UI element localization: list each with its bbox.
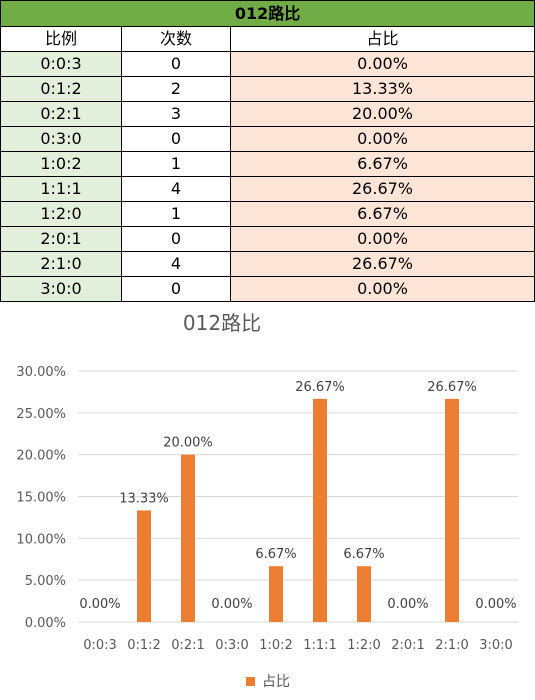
data-label: 0.00% [387, 597, 428, 612]
data-label: 6.67% [343, 547, 384, 562]
cell-pct[interactable]: 0.00% [229, 276, 535, 302]
x-tick-label: 0:1:2 [127, 638, 161, 653]
x-tick-label: 0:2:1 [171, 638, 205, 653]
cell-pct[interactable]: 0.00% [229, 51, 535, 77]
table-row: 0:1:2 2 13.33% [0, 76, 535, 102]
bar[interactable] [181, 454, 195, 622]
x-tick-label: 1:1:1 [303, 638, 337, 653]
y-tick-label: 0.00% [25, 616, 66, 631]
data-label: 26.67% [427, 380, 477, 395]
cell-count[interactable]: 4 [121, 176, 231, 202]
table-row: 1:1:1 4 26.67% [0, 176, 535, 202]
x-tick-label: 2:1:0 [435, 638, 469, 653]
table-row: 1:2:0 1 6.67% [0, 201, 535, 227]
header-count[interactable]: 次数 [121, 26, 231, 52]
y-axis: 0.00% 5.00% 10.00% 15.00% 20.00% 25.00% 30.00% [16, 365, 66, 631]
bar-chart[interactable]: 012路比 0.00% 5.00% 10.00% 15.00% 20.00% 25.00%… [0, 300, 535, 700]
x-tick-label: 0:3:0 [215, 638, 249, 653]
cell-ratio[interactable]: 1:1:1 [0, 176, 122, 202]
legend[interactable]: 占比 [246, 674, 290, 690]
cell-pct[interactable]: 26.67% [229, 251, 535, 277]
data-table: 012路比 比例 次数 占比 0:0:3 0 0.00% 0:1:2 2 13.… [0, 0, 535, 302]
bar[interactable] [445, 398, 459, 622]
cell-count[interactable]: 0 [121, 51, 231, 77]
cell-pct[interactable]: 6.67% [229, 151, 535, 177]
cell-pct[interactable]: 26.67% [229, 176, 535, 202]
x-tick-label: 1:0:2 [259, 638, 293, 653]
cell-count[interactable]: 4 [121, 251, 231, 277]
data-label: 13.33% [119, 491, 169, 506]
cell-ratio[interactable]: 2:1:0 [0, 251, 122, 277]
table-row: 3:0:0 0 0.00% [0, 276, 535, 302]
cell-pct[interactable]: 0.00% [229, 226, 535, 252]
table-row: 0:3:0 0 0.00% [0, 126, 535, 152]
legend-label: 占比 [262, 674, 290, 690]
cell-ratio[interactable]: 1:2:0 [0, 201, 122, 227]
data-label: 20.00% [163, 436, 213, 451]
cell-ratio[interactable]: 0:1:2 [0, 76, 122, 102]
legend-swatch [246, 677, 255, 686]
bars [137, 398, 459, 622]
y-tick-label: 10.00% [16, 532, 66, 547]
table-row: 0:0:3 0 0.00% [0, 51, 535, 77]
cell-pct[interactable]: 0.00% [229, 126, 535, 152]
y-tick-label: 5.00% [25, 574, 66, 589]
cell-ratio[interactable]: 0:0:3 [0, 51, 122, 77]
data-label: 6.67% [255, 547, 296, 562]
grid-lines [78, 370, 518, 623]
table-row: 1:0:2 1 6.67% [0, 151, 535, 177]
x-tick-label: 1:2:0 [347, 638, 381, 653]
cell-count[interactable]: 3 [121, 101, 231, 127]
cell-count[interactable]: 0 [121, 226, 231, 252]
y-tick-label: 30.00% [16, 365, 66, 380]
table-row: 2:0:1 0 0.00% [0, 226, 535, 252]
data-label: 0.00% [79, 597, 120, 612]
cell-ratio[interactable]: 2:0:1 [0, 226, 122, 252]
x-tick-label: 2:0:1 [391, 638, 425, 653]
x-axis: 0:0:3 0:1:2 0:2:1 0:3:0 1:0:2 1:1:1 1:2:0 2:0:1… [83, 638, 513, 653]
x-tick-label: 0:0:3 [83, 638, 117, 653]
bar[interactable] [313, 398, 327, 622]
cell-count[interactable]: 1 [121, 201, 231, 227]
data-label: 0.00% [211, 597, 252, 612]
y-tick-label: 15.00% [16, 491, 66, 506]
cell-count[interactable]: 0 [121, 276, 231, 302]
bar[interactable] [269, 566, 283, 622]
chart-title: 012路比 [183, 311, 261, 335]
data-label: 26.67% [295, 380, 345, 395]
table-title[interactable]: 012路比 [0, 0, 535, 27]
data-labels: 0.00% 13.33% 20.00% 0.00% 6.67% 26.67% 6.67% 0.… [79, 380, 516, 612]
cell-ratio[interactable]: 1:0:2 [0, 151, 122, 177]
cell-pct[interactable]: 13.33% [229, 76, 535, 102]
bar[interactable] [357, 566, 371, 622]
data-label: 0.00% [475, 597, 516, 612]
cell-count[interactable]: 1 [121, 151, 231, 177]
cell-pct[interactable]: 20.00% [229, 101, 535, 127]
bar[interactable] [137, 510, 151, 622]
cell-ratio[interactable]: 0:3:0 [0, 126, 122, 152]
cell-ratio[interactable]: 0:2:1 [0, 101, 122, 127]
cell-count[interactable]: 0 [121, 126, 231, 152]
cell-ratio[interactable]: 3:0:0 [0, 276, 122, 302]
cell-count[interactable]: 2 [121, 76, 231, 102]
y-tick-label: 20.00% [16, 449, 66, 464]
y-tick-label: 25.00% [16, 407, 66, 422]
table-row: 2:1:0 4 26.67% [0, 251, 535, 277]
cell-pct[interactable]: 6.67% [229, 201, 535, 227]
x-tick-label: 3:0:0 [479, 638, 513, 653]
header-pct[interactable]: 占比 [229, 26, 535, 52]
table-row: 0:2:1 3 20.00% [0, 101, 535, 127]
header-ratio[interactable]: 比例 [0, 26, 122, 52]
